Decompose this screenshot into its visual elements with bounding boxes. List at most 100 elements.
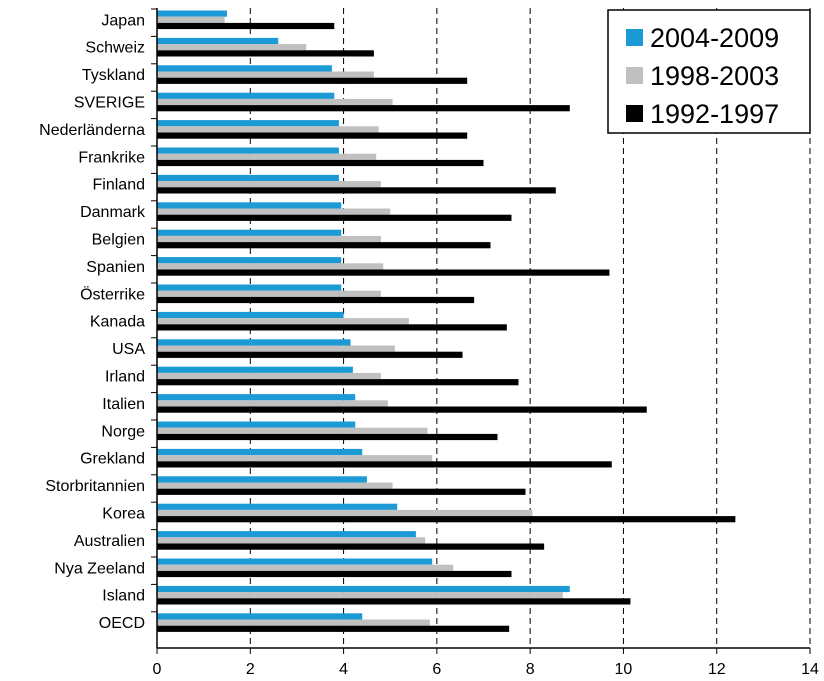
bar-japan-1998-2003 [157, 16, 225, 23]
bar-kanada-1992-1997 [157, 324, 507, 331]
bar-usa-1992-1997 [157, 351, 463, 358]
bar-australien-1998-2003 [157, 537, 426, 544]
category-label: Japan [101, 12, 145, 29]
bar-schweiz-1992-1997 [157, 50, 374, 57]
bar-norge-2004-2009 [157, 421, 356, 428]
bar-italien-1992-1997 [157, 406, 647, 413]
category-label: Korea [102, 506, 145, 523]
bar-österrike-1998-2003 [157, 290, 381, 297]
bar-italien-2004-2009 [157, 394, 356, 401]
category-label: Schweiz [85, 40, 145, 57]
axes [151, 8, 811, 654]
bar-nya-zeeland-1998-2003 [157, 564, 454, 571]
bar-korea-2004-2009 [157, 503, 398, 510]
x-tick-label: 4 [339, 661, 348, 678]
category-label: Belgien [92, 232, 145, 249]
category-label: Nederländerna [39, 122, 145, 139]
category-label: OECD [99, 615, 145, 632]
bar-storbritannien-2004-2009 [157, 476, 367, 483]
bar-sverige-1998-2003 [157, 98, 393, 106]
legend-label: 1992-1997 [650, 99, 779, 129]
bar-frankrike-2004-2009 [157, 147, 339, 154]
bar-kanada-2004-2009 [157, 311, 344, 319]
category-label: Österrike [80, 285, 145, 303]
bar-oecd-1998-2003 [157, 619, 430, 626]
category-label: Grekland [80, 451, 145, 468]
bar-japan-2004-2009 [157, 10, 227, 17]
bar-sverige-2004-2009 [157, 92, 335, 99]
bar-irland-1998-2003 [157, 372, 381, 380]
bar-belgien-1992-1997 [157, 242, 491, 249]
bar-tyskland-1998-2003 [157, 71, 374, 78]
legend-label: 2004-2009 [650, 23, 779, 53]
bar-österrike-1992-1997 [157, 296, 475, 304]
bar-irland-1992-1997 [157, 379, 519, 386]
bar-tyskland-2004-2009 [157, 65, 332, 72]
category-label: Norge [101, 423, 145, 440]
x-tick-label: 12 [708, 661, 726, 678]
tick-labels: 0 2 4 6 8 10 12 14 [153, 661, 819, 678]
category-label: Spanien [86, 259, 145, 276]
bar-usa-1998-2003 [157, 345, 395, 352]
bar-oecd-2004-2009 [157, 613, 363, 620]
category-label: USA [112, 341, 145, 358]
bar-nederländerna-1992-1997 [157, 132, 468, 139]
bar-italien-1998-2003 [157, 400, 388, 407]
bar-norge-1998-2003 [157, 427, 428, 434]
legend-swatch [626, 67, 643, 84]
bar-island-2004-2009 [157, 585, 570, 593]
bar-sverige-1992-1997 [157, 105, 570, 112]
bar-island-1998-2003 [157, 592, 563, 599]
bar-schweiz-2004-2009 [157, 37, 279, 45]
category-label: Australien [74, 533, 145, 550]
bar-österrike-2004-2009 [157, 284, 342, 291]
bar-danmark-1998-2003 [157, 208, 391, 215]
bar-belgien-1998-2003 [157, 235, 381, 243]
legend-swatch [626, 29, 643, 46]
bar-storbritannien-1992-1997 [157, 488, 526, 495]
bar-oecd-1992-1997 [157, 625, 510, 632]
bar-storbritannien-1998-2003 [157, 482, 393, 489]
category-label: Danmark [80, 204, 146, 221]
x-tick-label: 6 [432, 661, 441, 678]
bar-nederländerna-2004-2009 [157, 120, 339, 127]
bar-island-1992-1997 [157, 598, 631, 605]
legend-swatch [626, 105, 643, 122]
x-tick-label: 8 [526, 661, 535, 678]
bar-finland-1998-2003 [157, 181, 381, 188]
bar-norge-1992-1997 [157, 433, 498, 441]
category-labels: Japan Schweiz Tyskland SVERIGE Nederländerna… [39, 12, 146, 632]
bar-spanien-1992-1997 [157, 269, 610, 276]
bar-grekland-1998-2003 [157, 455, 433, 462]
bar-australien-1992-1997 [157, 543, 545, 550]
category-label: Tyskland [82, 67, 145, 84]
category-label: SVERIGE [74, 95, 145, 112]
bar-danmark-1992-1997 [157, 214, 512, 221]
bar-nya-zeeland-2004-2009 [157, 558, 433, 565]
bar-nederländerna-1998-2003 [157, 126, 379, 133]
category-label: Nya Zeeland [54, 560, 145, 577]
bar-grekland-1992-1997 [157, 461, 612, 468]
bar-finland-2004-2009 [157, 174, 339, 182]
bar-japan-1992-1997 [157, 22, 335, 30]
bar-danmark-2004-2009 [157, 202, 342, 209]
category-label: Irland [105, 369, 145, 386]
category-label: Storbritannien [45, 478, 145, 495]
bar-belgien-2004-2009 [157, 229, 342, 236]
category-label: Finland [93, 177, 145, 194]
category-label: Island [102, 588, 145, 605]
bar-finland-1992-1997 [157, 187, 556, 194]
bar-frankrike-1992-1997 [157, 159, 484, 167]
bar-korea-1998-2003 [157, 509, 533, 517]
bar-usa-2004-2009 [157, 339, 351, 346]
legend: 2004-2009 1998-2003 1992-1997 [607, 9, 811, 134]
bar-grekland-2004-2009 [157, 448, 363, 456]
bar-korea-1992-1997 [157, 516, 736, 523]
category-label: Italien [102, 396, 145, 413]
bars [157, 10, 736, 632]
bar-spanien-2004-2009 [157, 257, 342, 264]
bar-australien-2004-2009 [157, 531, 416, 538]
x-tick-label: 14 [801, 661, 819, 678]
